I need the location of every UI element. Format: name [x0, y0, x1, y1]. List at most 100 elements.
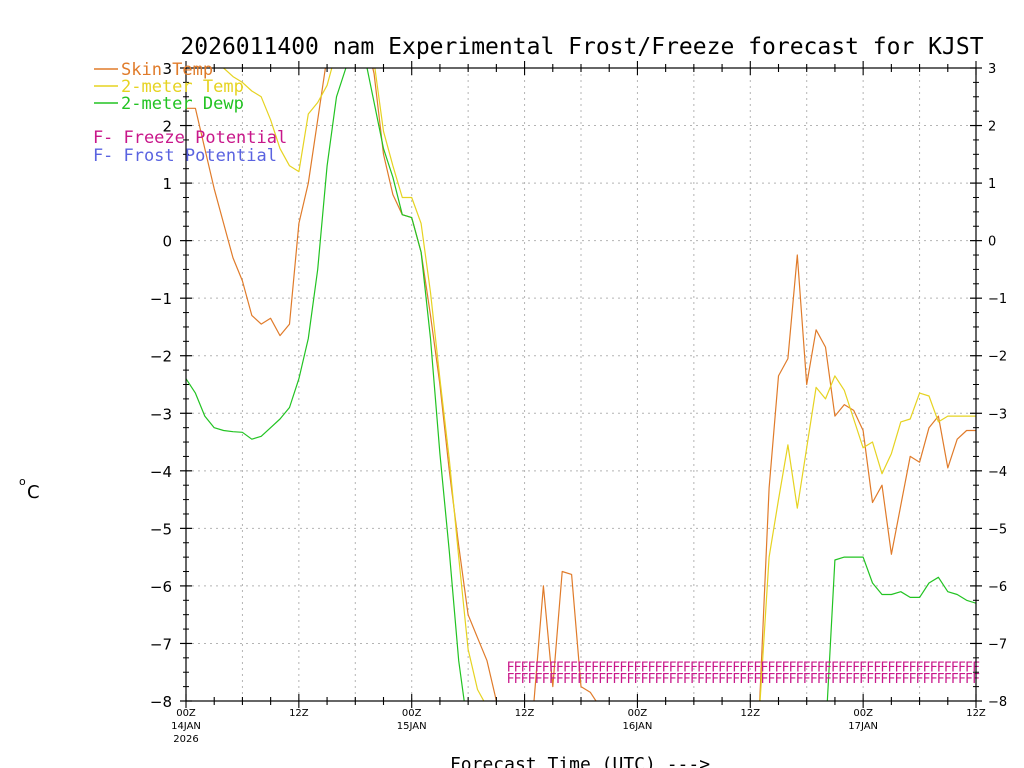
freeze-marker-114: F — [838, 660, 846, 675]
freeze-marker-123: F — [902, 660, 910, 675]
y-tick-label-right-7: −1 — [988, 292, 1007, 307]
freeze-marker-45: F — [824, 672, 832, 687]
series-skin-temp — [186, 68, 976, 701]
freeze-marker-83: F — [619, 660, 627, 675]
freeze-marker-74: F — [556, 660, 564, 675]
freeze-marker-7: F — [556, 672, 564, 687]
potential-legend-label-0: - Freeze Potential — [103, 128, 287, 148]
freeze-marker-55: F — [894, 672, 902, 687]
freeze-marker-27: F — [697, 672, 705, 687]
freeze-marker-110: F — [810, 660, 818, 675]
y-tick-label-right-10: 2 — [988, 120, 996, 135]
freeze-marker-49: F — [852, 672, 860, 687]
freeze-marker-111: F — [817, 660, 825, 675]
axis-ticks: −8 −8 −7 −7 −6 −6 −5 −5 −4 −4 −3 −3 −2 −2 −1 −1 0 0 1 1 2 2 3 3… — [150, 60, 1007, 745]
freeze-marker-28: F — [704, 672, 712, 687]
x-tick-date-6: 17JAN — [848, 721, 878, 732]
freeze-marker-1: F — [514, 672, 522, 687]
freeze-marker-47: F — [838, 672, 846, 687]
freeze-marker-59: F — [923, 672, 931, 687]
freeze-marker-73: F — [549, 660, 557, 675]
freeze-marker-107: F — [789, 660, 797, 675]
freeze-marker-15: F — [612, 672, 620, 687]
freeze-marker-116: F — [852, 660, 860, 675]
legend-label-0: Skin Temp — [121, 60, 213, 80]
freeze-marker-6: F — [549, 672, 557, 687]
freeze-marker-75: F — [563, 660, 571, 675]
freeze-marker-19: F — [641, 672, 649, 687]
freeze-marker-22: F — [662, 672, 670, 687]
freeze-marker-54: F — [887, 672, 895, 687]
y-tick-label-right-4: −4 — [988, 465, 1007, 480]
freeze-marker-31: F — [725, 672, 733, 687]
freeze-marker-29: F — [711, 672, 719, 687]
y-tick-label-right-6: −2 — [988, 350, 1007, 365]
freeze-marker-57: F — [909, 672, 917, 687]
x-axis-label: Forecast Time (UTC) ---> — [450, 754, 710, 768]
freeze-marker-118: F — [866, 660, 874, 675]
chart-title: 2026011400 nam Experimental Frost/Freeze… — [180, 34, 983, 60]
freeze-marker-88: F — [655, 660, 663, 675]
freeze-marker-13: F — [598, 672, 606, 687]
legend-label-1: 2-meter Temp — [121, 77, 244, 97]
x-tick-date-0: 14JAN — [171, 721, 201, 732]
freeze-marker-61: F — [937, 672, 945, 687]
x-tick-label-6: 00Z — [853, 708, 873, 719]
freeze-marker-17: F — [626, 672, 634, 687]
y-tick-label-left-3: −5 — [150, 520, 172, 538]
freeze-marker-93: F — [690, 660, 698, 675]
freeze-marker-85: F — [633, 660, 641, 675]
freeze-marker-41: F — [796, 672, 804, 687]
x-tick-label-2: 00Z — [402, 708, 422, 719]
y-tick-label-left-10: 2 — [162, 118, 172, 136]
y-tick-label-left-6: −2 — [150, 348, 172, 366]
x-tick-label-7: 12Z — [966, 708, 986, 719]
freeze-marker-71: F — [535, 660, 543, 675]
series-2-meter-dewp — [186, 68, 976, 701]
freeze-marker-48: F — [845, 672, 853, 687]
freeze-marker-20: F — [648, 672, 656, 687]
x-tick-date-2: 15JAN — [397, 721, 427, 732]
y-tick-label-left-5: −3 — [150, 405, 172, 423]
freeze-marker-104: F — [767, 660, 775, 675]
freeze-marker-37: F — [767, 672, 775, 687]
freeze-marker-79: F — [591, 660, 599, 675]
freeze-marker-64: F — [958, 672, 966, 687]
series-layer — [186, 68, 976, 701]
freeze-marker-62: F — [944, 672, 952, 687]
freeze-marker-35: F — [753, 672, 761, 687]
freeze-marker-126: F — [923, 660, 931, 675]
x-tick-label-4: 00Z — [628, 708, 648, 719]
freeze-marker-14: F — [605, 672, 613, 687]
freeze-marker-121: F — [887, 660, 895, 675]
freeze-marker-122: F — [894, 660, 902, 675]
freeze-marker-8: F — [563, 672, 571, 687]
y-tick-label-left-9: 1 — [162, 175, 172, 193]
y-tick-label-left-0: −8 — [150, 693, 172, 711]
freeze-marker-109: F — [803, 660, 811, 675]
freeze-marker-131: F — [958, 660, 966, 675]
y-axis-label-unit: C — [27, 482, 40, 503]
freeze-marker-3: F — [528, 672, 536, 687]
legend-label-2: 2-meter Dewp — [121, 94, 244, 114]
freeze-marker-90: F — [669, 660, 677, 675]
freeze-marker-81: F — [605, 660, 613, 675]
freeze-marker-120: F — [880, 660, 888, 675]
freeze-marker-33: F — [739, 672, 747, 687]
freeze-marker-9: F — [570, 672, 578, 687]
freeze-marker-2: F — [521, 672, 529, 687]
freeze-marker-103: F — [760, 660, 768, 675]
freeze-marker-125: F — [916, 660, 924, 675]
freeze-marker-99: F — [732, 660, 740, 675]
freeze-marker-36: F — [760, 672, 768, 687]
freeze-marker-67: F — [507, 660, 515, 675]
y-axis-label-degree: o — [19, 475, 26, 488]
freeze-marker-46: F — [831, 672, 839, 687]
freeze-marker-51: F — [866, 672, 874, 687]
freeze-marker-86: F — [641, 660, 649, 675]
grid-lines — [185, 67, 977, 702]
x-tick-date-4: 16JAN — [623, 721, 653, 732]
freeze-marker-129: F — [944, 660, 952, 675]
y-tick-label-right-2: −6 — [988, 580, 1007, 595]
